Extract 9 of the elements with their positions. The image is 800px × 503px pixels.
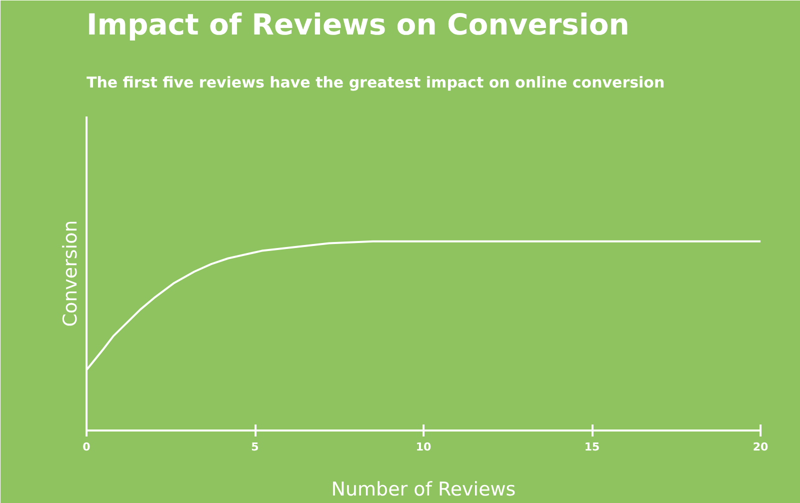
x-tick-label: 20	[752, 440, 768, 454]
x-axis-title: Number of Reviews	[331, 478, 516, 500]
chart-title: Impact of Reviews on Conversion	[86, 8, 630, 42]
x-tick-label: 15	[584, 440, 600, 454]
x-tick-label: 5	[251, 440, 259, 454]
x-tick-label: 10	[416, 440, 432, 454]
x-tick-label: 0	[82, 440, 91, 454]
chart-subtitle: The first five reviews have the greatest impact on online conversion	[86, 74, 665, 92]
y-axis-title: Conversion	[60, 220, 82, 327]
